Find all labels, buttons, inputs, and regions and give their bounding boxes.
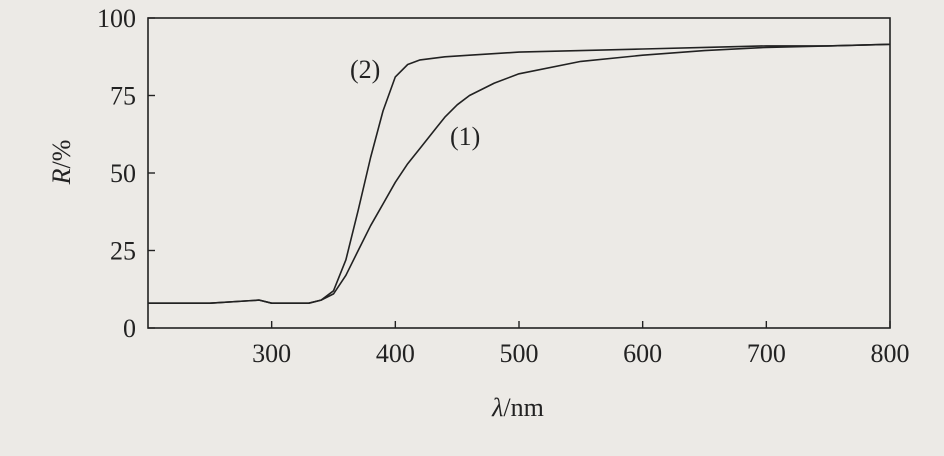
y-axis-title: R/% [47, 140, 76, 186]
y-axis-symbol: R [47, 168, 76, 185]
series-group [148, 43, 891, 304]
series-label-2: (2) [350, 55, 380, 84]
y-axis-unit: /% [47, 140, 76, 169]
x-axis-symbol: λ [491, 393, 503, 422]
series-line-2 [148, 43, 891, 304]
x-tick-label: 700 [747, 339, 786, 368]
y-tick-label: 75 [110, 82, 136, 111]
x-tick-label: 600 [623, 339, 662, 368]
x-tick-label: 500 [500, 339, 539, 368]
x-axis-title: λ/nm [491, 393, 544, 422]
y-tick-label: 25 [110, 237, 136, 266]
y-tick-label: 100 [97, 4, 136, 33]
y-tick-label: 50 [110, 159, 136, 188]
series-label-1: (1) [450, 122, 480, 151]
tick-group: 0 25 50 75 100 300 400 500 600 700 800 [97, 4, 910, 368]
x-tick-label: 800 [871, 339, 910, 368]
x-axis-unit: /nm [503, 393, 543, 422]
x-tick-label: 300 [252, 339, 291, 368]
plot-frame-group [147, 17, 891, 329]
y-tick-label: 0 [123, 314, 136, 343]
plot-frame [147, 17, 891, 329]
x-tick-label: 400 [376, 339, 415, 368]
series-line-1 [148, 43, 891, 304]
